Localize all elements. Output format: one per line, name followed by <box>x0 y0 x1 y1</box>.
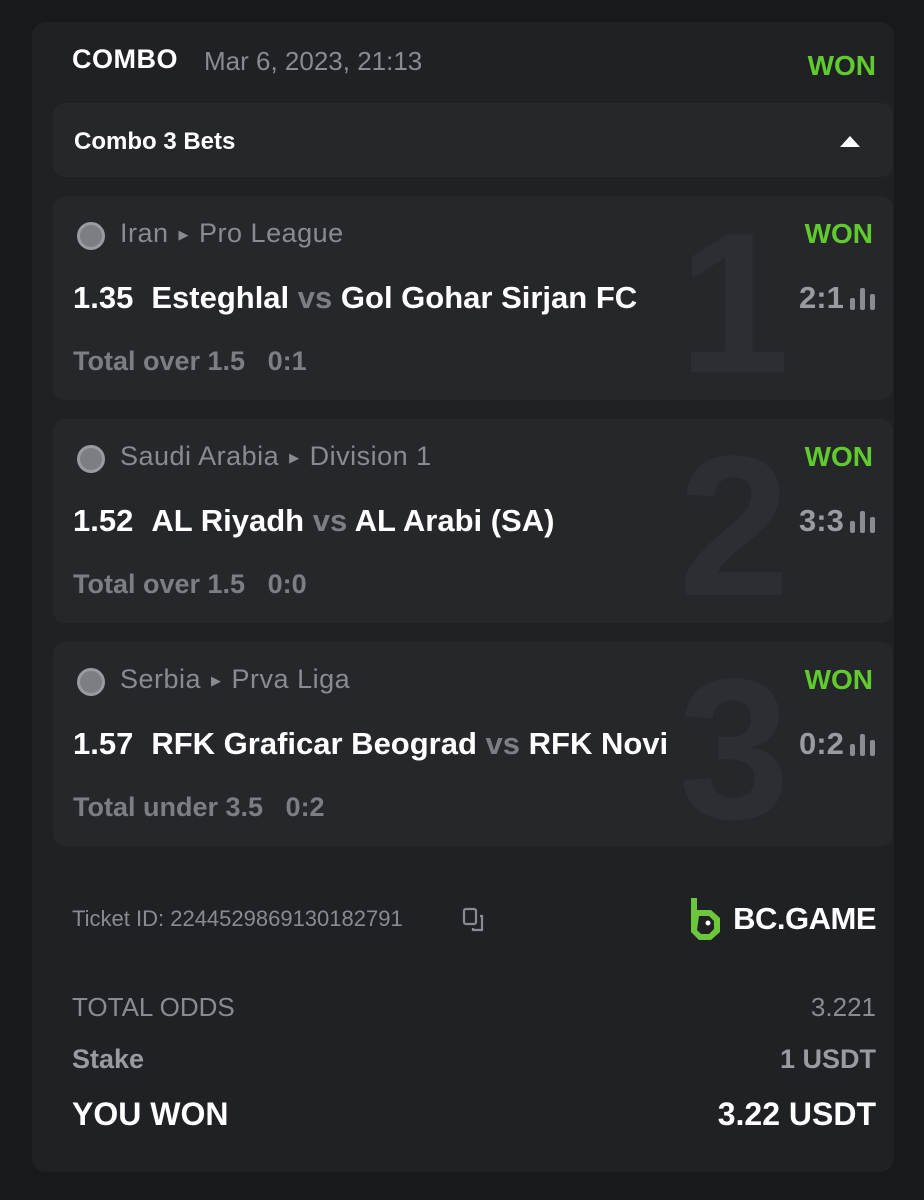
odds: 1.35 <box>73 280 134 315</box>
ticket-id-value: 2244529869130182791 <box>170 906 403 931</box>
match: 1.35 Esteghlal vs Gol Gohar Sirjan FC <box>73 280 669 316</box>
total-odds-label: TOTAL ODDS <box>72 992 235 1022</box>
home-team: AL Riyadh <box>151 503 305 538</box>
home-team: RFK Graficar Beograd <box>151 726 477 761</box>
bet-ticket-card: COMBO Mar 6, 2023, 21:13 WON Combo 3 Bet… <box>32 22 894 1172</box>
league: Pro League <box>199 218 344 248</box>
selection-status: WON <box>804 441 873 472</box>
vs: vs <box>312 503 348 538</box>
market: Total over 1.5 0:0 <box>73 569 307 600</box>
stats-icon[interactable] <box>850 734 875 756</box>
payout-row: YOU WON 3.22 USDT <box>72 1096 876 1133</box>
market-name: Total over 1.5 <box>73 569 246 599</box>
stake-label: Stake <box>72 1044 145 1074</box>
home-team: Esteghlal <box>151 280 290 315</box>
away-team: AL Arabi (SA) <box>354 503 555 538</box>
combo-toggle[interactable]: Combo 3 Bets <box>53 103 893 177</box>
ticket-id: Ticket ID: 2244529869130182791 <box>72 906 403 932</box>
bet-selection[interactable]: 2 Saudi Arabia ▶ Division 1 WON 1.52 AL Riy… <box>53 419 893 623</box>
selection-status: WON <box>804 664 873 695</box>
bet-selection[interactable]: 1 Iran ▶ Pro League WON 1.35 Esteghlal vs G… <box>53 196 893 400</box>
country: Saudi Arabia <box>120 441 280 471</box>
brand-name: BC.GAME <box>733 901 876 936</box>
away-team: Gol Gohar Sirjan FC <box>340 280 638 315</box>
caret-right-icon: ▶ <box>178 226 190 242</box>
selection-status: WON <box>804 218 873 249</box>
bet-type: COMBO <box>72 44 178 74</box>
ticket-id-label: Ticket ID: <box>72 906 165 931</box>
vs: vs <box>485 726 521 761</box>
market-name: Total over 1.5 <box>73 346 246 376</box>
league-breadcrumb: Iran ▶ Pro League <box>120 218 344 249</box>
market: Total over 1.5 0:1 <box>73 346 307 377</box>
caret-up-icon[interactable] <box>840 136 860 147</box>
odds: 1.57 <box>73 726 134 761</box>
stats-icon[interactable] <box>850 511 875 533</box>
caret-right-icon: ▶ <box>289 449 300 465</box>
payout-value: 3.22 USDT <box>717 1096 876 1132</box>
match-score: 0:2 <box>799 726 844 761</box>
odds: 1.52 <box>73 503 134 538</box>
bc-game-logo-icon <box>691 898 721 940</box>
selection-index: 1 <box>678 208 790 400</box>
soccer-ball-icon <box>77 222 105 250</box>
match: 1.57 RFK Graficar Beograd vs RFK Novi Sad <box>73 726 669 762</box>
bc-game-logo: BC.GAME <box>687 896 876 942</box>
country: Serbia <box>120 664 202 694</box>
caret-right-icon: ▶ <box>211 672 222 688</box>
total-odds-row: TOTAL ODDS 3.221 <box>72 992 876 1023</box>
match: 1.52 AL Riyadh vs AL Arabi (SA) <box>73 503 669 539</box>
soccer-ball-icon <box>77 668 105 696</box>
stats-icon[interactable] <box>850 288 875 310</box>
combo-label: Combo 3 Bets <box>74 128 236 155</box>
market-score: 0:0 <box>267 569 307 599</box>
league-breadcrumb: Serbia ▶ Prva Liga <box>120 664 350 695</box>
copy-icon[interactable] <box>462 907 486 933</box>
vs: vs <box>297 280 333 315</box>
market-name: Total under 3.5 <box>73 792 264 822</box>
market: Total under 3.5 0:2 <box>73 792 325 823</box>
market-score: 0:1 <box>267 346 307 376</box>
bet-selection[interactable]: 3 Serbia ▶ Prva Liga WON 1.57 RFK Graficar … <box>53 642 893 846</box>
away-team: RFK Novi Sad <box>528 726 669 761</box>
status-badge: WON <box>807 50 876 81</box>
country: Iran <box>120 218 169 248</box>
league: Division 1 <box>309 441 432 471</box>
league-breadcrumb: Saudi Arabia ▶ Division 1 <box>120 441 432 472</box>
league: Prva Liga <box>231 664 351 694</box>
soccer-ball-icon <box>77 445 105 473</box>
stake-row: Stake 1 USDT <box>72 1044 876 1075</box>
match-score: 3:3 <box>799 503 844 538</box>
stake-value: 1 USDT <box>779 1044 876 1074</box>
match-score: 2:1 <box>799 280 844 315</box>
payout-label: YOU WON <box>72 1096 229 1132</box>
total-odds-value: 3.221 <box>810 992 876 1022</box>
selection-index: 3 <box>678 654 790 846</box>
selection-index: 2 <box>678 431 790 623</box>
market-score: 0:2 <box>285 792 325 822</box>
bet-date: Mar 6, 2023, 21:13 <box>204 46 423 76</box>
